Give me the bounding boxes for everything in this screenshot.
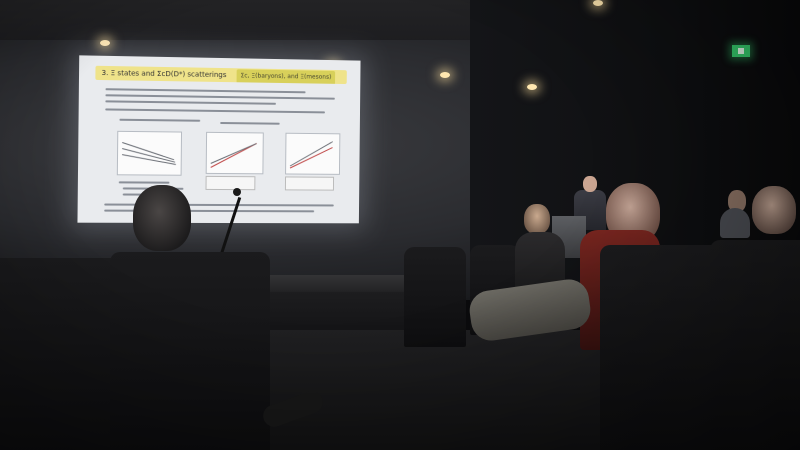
slide-plot-middle (206, 132, 264, 174)
ceiling-light (100, 40, 110, 46)
ceiling-light (527, 84, 537, 90)
plot-curve (290, 141, 333, 166)
slide-plot-right (285, 133, 340, 175)
projection-screen: 3. Ξ states and ΣcD(D*) scatterings Σc, … (77, 55, 360, 223)
slide-text-line (119, 119, 200, 122)
slide-title: 3. Ξ states and ΣcD(D*) scatterings Σc, … (95, 66, 346, 84)
slide-text-line (105, 88, 305, 93)
ceiling-light (440, 72, 450, 78)
slide-text-line (119, 181, 170, 183)
speaker-head (583, 176, 597, 192)
slide-text-line (220, 122, 280, 125)
stage-top (260, 275, 420, 293)
front-seat (110, 252, 270, 450)
slide-title-highlight: Σc, Ξ(baryons), and Ξ(mesons) (237, 69, 336, 84)
slide-text-line (105, 94, 334, 99)
slide-title-text: 3. Ξ states and ΣcD(D*) scatterings (102, 69, 227, 79)
plot-curve (290, 147, 333, 168)
microphone (233, 188, 241, 196)
slide-legend (285, 176, 334, 190)
audience-head (133, 185, 191, 251)
slide-text-line (105, 108, 325, 113)
plot-curve (211, 143, 257, 164)
empty-seat (404, 247, 466, 347)
ceiling-light (593, 0, 603, 6)
slide-legend (205, 176, 255, 190)
exit-sign (732, 45, 750, 57)
audience-head (524, 204, 550, 234)
slide-plot-left (117, 131, 182, 176)
slide-text-line (105, 100, 276, 104)
audience-body (720, 208, 750, 238)
front-seat (710, 240, 800, 450)
audience-head (752, 186, 796, 234)
